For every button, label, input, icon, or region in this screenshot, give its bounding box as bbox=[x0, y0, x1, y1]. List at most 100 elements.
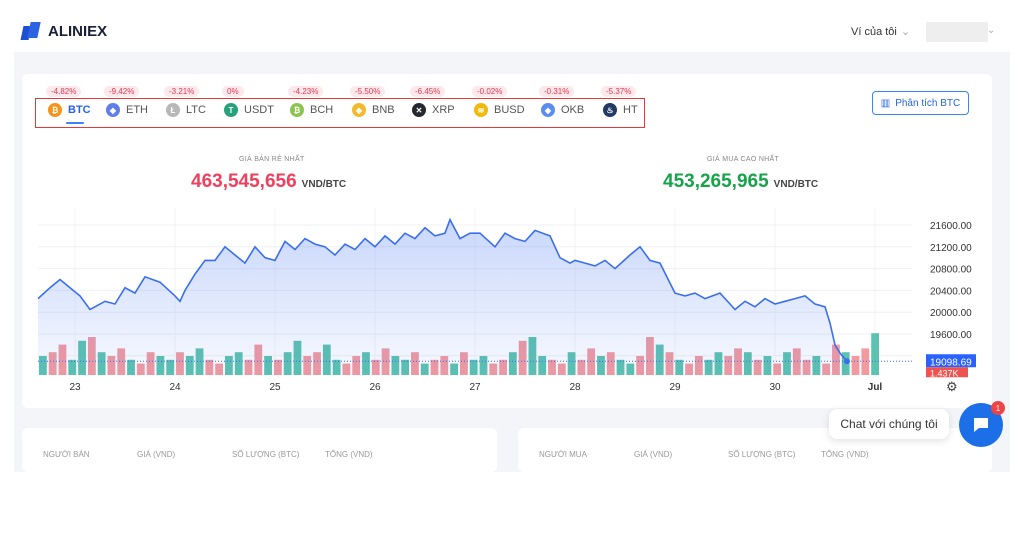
tab-bch[interactable]: ₿ BCH bbox=[290, 103, 333, 117]
coin-tabs bbox=[35, 98, 645, 128]
volume-bar bbox=[861, 348, 870, 375]
change-badge: -0.31% bbox=[539, 86, 575, 97]
change-badge: -6.45% bbox=[410, 86, 446, 97]
sell-unit: VND/BTC bbox=[301, 179, 347, 190]
tab-label: LTC bbox=[186, 104, 206, 116]
price-area bbox=[38, 219, 847, 375]
tab-ht[interactable]: ♨ HT bbox=[603, 103, 638, 117]
last-volume-label-bg bbox=[926, 367, 968, 378]
tab-label: HT bbox=[623, 104, 638, 116]
chart-icon: ▥ bbox=[880, 97, 891, 109]
busd-icon: ≋ bbox=[474, 103, 488, 117]
volume-bar bbox=[871, 333, 879, 375]
y-tick-label: 21200.00 bbox=[930, 243, 972, 254]
x-tick-label: Jul bbox=[868, 382, 883, 393]
tab-btc[interactable]: ₿ BTC bbox=[48, 103, 91, 117]
last-price-label-bg bbox=[926, 354, 976, 368]
change-badge: -4.82% bbox=[46, 86, 82, 97]
change-badge: 0% bbox=[222, 86, 244, 97]
price-header: GIÁ (VND) bbox=[137, 450, 176, 459]
logo-icon bbox=[20, 22, 42, 40]
tab-okb[interactable]: ◆ OKB bbox=[541, 103, 584, 117]
last-volume-label: 1.437K bbox=[930, 368, 959, 378]
bch-icon: ₿ bbox=[290, 103, 304, 117]
eth-icon: ◆ bbox=[106, 103, 120, 117]
tab-ltc[interactable]: Ł LTC bbox=[166, 103, 206, 117]
chat-prompt[interactable]: Chat với chúng tôi bbox=[829, 409, 949, 439]
y-tick-label: 19600.00 bbox=[930, 330, 972, 341]
y-tick-label: 20800.00 bbox=[930, 265, 972, 276]
sell-price: 463,545,656 VND/BTC bbox=[191, 171, 346, 193]
analyze-button[interactable]: ▥ Phân tích BTC bbox=[872, 91, 969, 115]
ht-icon: ♨ bbox=[603, 103, 617, 117]
last-price-label: 19098.69 bbox=[930, 357, 972, 368]
tab-label: ETH bbox=[126, 104, 148, 116]
sell-price-label: GIÁ BÁN RẺ NHẤT bbox=[239, 156, 305, 163]
buyer-header: NGƯỜI MUA bbox=[539, 450, 587, 459]
y-tick-label: 21600.00 bbox=[930, 221, 972, 232]
x-tick-label: 29 bbox=[669, 382, 681, 393]
tab-busd[interactable]: ≋ BUSD bbox=[474, 103, 525, 117]
volume-bar bbox=[851, 356, 860, 375]
x-tick-label: 24 bbox=[169, 382, 181, 393]
wallet-label: Ví của tôi bbox=[851, 26, 897, 38]
change-badge: -9.42% bbox=[104, 86, 140, 97]
chat-icon bbox=[974, 418, 988, 432]
y-tick-label: 20400.00 bbox=[930, 286, 972, 297]
sellers-table bbox=[22, 428, 497, 472]
amount-header: SỐ LƯỢNG (BTC) bbox=[728, 450, 796, 459]
chevron-down-icon: ⌄ bbox=[900, 26, 911, 38]
chevron-down-icon: ⌄ bbox=[987, 25, 996, 36]
x-tick-label: 27 bbox=[469, 382, 481, 393]
btc-icon: ₿ bbox=[48, 103, 62, 117]
buy-price-label: GIÁ MUA CAO NHẤT bbox=[707, 156, 780, 163]
tab-label: OKB bbox=[561, 104, 585, 116]
tab-label: BCH bbox=[310, 104, 334, 116]
tab-eth[interactable]: ◆ ETH bbox=[106, 103, 148, 117]
x-tick-label: 28 bbox=[569, 382, 581, 393]
sell-price-value: 463,545,656 bbox=[191, 171, 297, 192]
usdt-icon: T bbox=[224, 103, 238, 117]
settings-gear-icon[interactable]: ⚙ bbox=[946, 379, 958, 394]
bnb-icon: ◈ bbox=[352, 103, 366, 117]
active-tab-indicator bbox=[66, 122, 84, 124]
tab-usdt[interactable]: T USDT bbox=[224, 103, 274, 117]
buy-unit: VND/BTC bbox=[773, 179, 819, 190]
total-header: TỔNG (VND) bbox=[821, 450, 869, 459]
change-badge: -5.50% bbox=[350, 86, 386, 97]
change-badge: -3.21% bbox=[164, 86, 200, 97]
tab-label: BNB bbox=[372, 104, 395, 116]
change-badge: -5.37% bbox=[601, 86, 637, 97]
tab-xrp[interactable]: ✕ XRP bbox=[412, 103, 455, 117]
buy-price-value: 453,265,965 bbox=[663, 171, 769, 192]
tab-bnb[interactable]: ◈ BNB bbox=[352, 103, 395, 117]
tab-label: XRP bbox=[432, 104, 455, 116]
amount-header: SỐ LƯỢNG (BTC) bbox=[232, 450, 300, 459]
x-tick-label: 25 bbox=[269, 382, 281, 393]
tab-label: BTC bbox=[68, 104, 91, 116]
x-tick-label: 30 bbox=[769, 382, 781, 393]
xrp-icon: ✕ bbox=[412, 103, 426, 117]
price-line bbox=[37, 217, 848, 362]
user-menu[interactable] bbox=[926, 22, 988, 42]
y-tick-label: 20000.00 bbox=[930, 308, 972, 319]
notification-badge: 1 bbox=[991, 401, 1005, 415]
header: ALINIEX Ví của tôi ⌄ ⌄ bbox=[0, 0, 1024, 52]
last-price-dot bbox=[844, 358, 850, 365]
ltc-icon: Ł bbox=[166, 103, 180, 117]
buy-price: 453,265,965 VND/BTC bbox=[663, 171, 818, 193]
analyze-label: Phân tích BTC bbox=[895, 97, 961, 109]
okb-icon: ◆ bbox=[541, 103, 555, 117]
seller-header: NGƯỜI BÁN bbox=[43, 450, 90, 459]
change-badge: -4.23% bbox=[288, 86, 324, 97]
tab-label: USDT bbox=[244, 104, 274, 116]
total-header: TỔNG (VND) bbox=[325, 450, 373, 459]
tab-label: BUSD bbox=[494, 104, 525, 116]
price-chart[interactable]: 21600.00 21200.00 20800.00 20400.00 20000.00… bbox=[30, 200, 990, 400]
logo[interactable]: ALINIEX bbox=[20, 22, 108, 40]
change-badge: -0.02% bbox=[472, 86, 508, 97]
price-header: GIÁ (VND) bbox=[634, 450, 673, 459]
brand-name: ALINIEX bbox=[48, 22, 108, 40]
wallet-menu[interactable]: Ví của tôi ⌄ bbox=[851, 25, 910, 38]
x-tick-label: 23 bbox=[69, 382, 81, 393]
